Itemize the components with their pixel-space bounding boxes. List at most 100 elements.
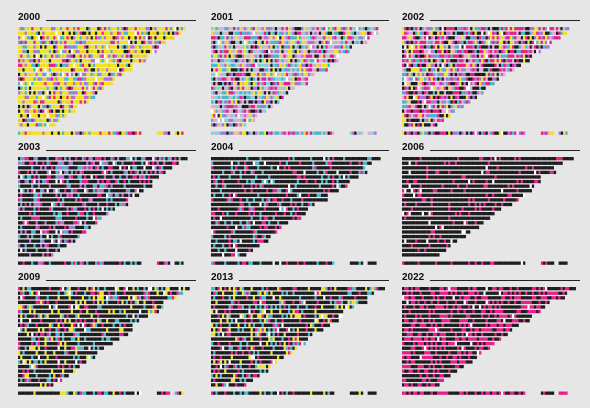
heatmap-cell — [329, 49, 333, 54]
heatmap-cell — [454, 131, 458, 135]
heatmap-cell — [404, 91, 407, 95]
heatmap-cell — [174, 131, 177, 135]
heatmap-cell — [224, 175, 227, 179]
heatmap-cell — [48, 95, 52, 100]
heatmap-cell — [99, 131, 102, 135]
heatmap-cell — [257, 31, 260, 35]
heatmap-cell — [421, 49, 425, 54]
heatmap-cell — [66, 63, 69, 67]
heatmap-cell — [303, 179, 306, 184]
heatmap-cell — [130, 45, 133, 49]
heatmap-cell — [172, 27, 175, 31]
heatmap-cell — [246, 100, 249, 104]
heatmap-cell — [241, 161, 245, 165]
heatmap-cell — [143, 184, 146, 188]
heatmap-cell — [490, 59, 493, 63]
heatmap-cell — [101, 170, 104, 175]
heatmap-cell — [224, 179, 227, 184]
heatmap-cell — [318, 31, 322, 35]
heatmap-cell — [268, 40, 271, 45]
heatmap-cell — [443, 86, 447, 90]
heatmap-cell — [228, 114, 231, 118]
heatmap-cell — [268, 166, 271, 170]
heatmap-cell — [437, 54, 440, 58]
heatmap-cell — [404, 95, 407, 100]
heatmap-cell — [31, 193, 34, 197]
heatmap-cell — [285, 175, 289, 179]
heatmap-cell — [316, 54, 319, 58]
heatmap-cell — [70, 54, 74, 58]
heatmap-cell — [520, 59, 524, 63]
heatmap-cell — [77, 40, 80, 45]
heatmap-cell — [312, 189, 315, 193]
heatmap-cell — [318, 193, 322, 197]
heatmap-cell — [31, 114, 34, 118]
heatmap-cell — [29, 72, 32, 77]
heatmap-cell — [88, 170, 91, 175]
heatmap-cell — [117, 131, 120, 135]
heatmap-cell — [68, 184, 71, 188]
heatmap-cell — [501, 68, 504, 72]
heatmap-cell — [147, 157, 151, 161]
heatmap-cell — [165, 157, 168, 161]
heatmap-cell — [252, 104, 256, 109]
heatmap-cell — [228, 77, 231, 81]
heatmap-cell — [84, 198, 87, 202]
heatmap-cell — [461, 82, 464, 86]
heatmap-cell — [42, 234, 45, 239]
heatmap-cell — [226, 118, 229, 122]
heatmap-cell — [35, 31, 38, 35]
heatmap-cell — [70, 27, 74, 31]
heatmap-cell — [35, 104, 38, 109]
heatmap-cell — [318, 36, 322, 40]
heatmap-cell — [66, 86, 69, 90]
heatmap-cell — [128, 166, 131, 170]
heatmap-cell — [228, 175, 231, 179]
heatmap-cell — [53, 131, 56, 135]
heatmap-cell — [92, 202, 96, 207]
heatmap-cell — [321, 189, 324, 193]
heatmap-cell — [536, 27, 539, 31]
heatmap-cell — [37, 221, 41, 225]
heatmap-cell — [114, 63, 118, 67]
heatmap-cell — [125, 157, 129, 161]
heatmap-cell — [97, 59, 100, 63]
heatmap-cell — [158, 161, 162, 165]
heatmap-cell — [373, 31, 377, 35]
heatmap-cell — [512, 36, 515, 40]
heatmap-cell — [35, 212, 38, 216]
heatmap-cell — [417, 45, 420, 49]
heatmap-cell — [235, 91, 238, 95]
heatmap-cell — [217, 63, 220, 67]
heatmap-cell — [18, 31, 21, 35]
heatmap-cell — [340, 49, 344, 54]
heatmap-cell — [268, 86, 271, 90]
heatmap-cell — [365, 40, 368, 45]
heatmap-cell — [211, 77, 214, 81]
heatmap-cell — [259, 184, 262, 188]
heatmap-cell — [483, 27, 486, 31]
heatmap-cell — [283, 49, 286, 54]
heatmap-cell — [266, 54, 269, 58]
heatmap-cell — [235, 100, 238, 104]
heatmap-cell — [237, 31, 240, 35]
heatmap-cell — [46, 239, 49, 243]
heatmap-cell — [527, 45, 530, 49]
heatmap-cell — [132, 157, 135, 161]
heatmap-cell — [529, 49, 532, 54]
heatmap-cell — [132, 175, 135, 179]
heatmap-cell — [92, 27, 96, 31]
heatmap-cell — [235, 189, 238, 193]
heatmap-cell — [64, 86, 67, 90]
heatmap-cell — [68, 221, 71, 225]
heatmap-cell — [73, 59, 76, 63]
heatmap-cell — [307, 40, 311, 45]
heatmap-cell — [51, 118, 54, 122]
heatmap-cell — [376, 31, 379, 35]
heatmap-cell — [454, 104, 458, 109]
heatmap-cell — [454, 72, 458, 77]
heatmap-cell — [224, 189, 227, 193]
heatmap-cell — [437, 109, 440, 113]
heatmap-cell — [230, 68, 234, 72]
heatmap-cell — [305, 45, 308, 49]
